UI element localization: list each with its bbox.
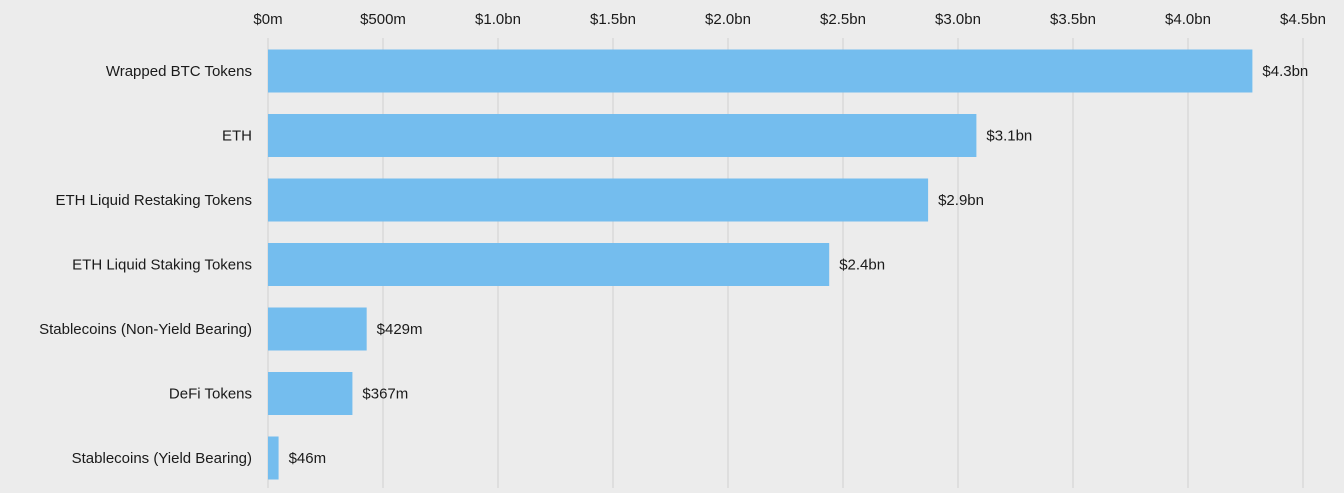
x-tick-label: $1.5bn	[590, 11, 636, 28]
x-tick-label: $2.0bn	[705, 11, 751, 28]
bar	[268, 372, 353, 415]
x-tick-label: $500m	[360, 11, 406, 28]
x-tick-label: $4.5bn	[1280, 11, 1326, 28]
data-labels: $4.3bn $3.1bn $2.9bn $2.4bn $429m $367m $46m	[289, 63, 1309, 467]
x-tick-label: $2.5bn	[820, 11, 866, 28]
x-tick-label: $3.0bn	[935, 11, 981, 28]
data-label: $429m	[377, 321, 423, 338]
bar	[268, 114, 977, 157]
bar	[268, 307, 367, 351]
bar	[268, 178, 929, 222]
x-tick-label: $1.0bn	[475, 11, 521, 28]
data-label: $46m	[289, 450, 327, 467]
category-label: Wrapped BTC Tokens	[106, 63, 252, 80]
data-label: $2.4bn	[839, 257, 885, 274]
x-tick-label: $3.5bn	[1050, 11, 1096, 28]
category-label: ETH Liquid Staking Tokens	[72, 257, 252, 274]
x-tick-label: $0m	[253, 11, 282, 28]
category-label: ETH Liquid Restaking Tokens	[56, 192, 253, 209]
bar	[268, 436, 279, 480]
bar	[268, 49, 1253, 93]
category-labels: Wrapped BTC Tokens ETH ETH Liquid Restakin…	[39, 63, 252, 467]
category-label: ETH	[222, 128, 252, 145]
category-label: Stablecoins (Non-Yield Bearing)	[39, 321, 252, 338]
category-label: DeFi Tokens	[169, 386, 252, 403]
bars	[268, 49, 1253, 480]
bar	[268, 243, 830, 286]
data-label: $3.1bn	[986, 128, 1032, 145]
data-label: $2.9bn	[938, 192, 984, 209]
data-label: $4.3bn	[1262, 63, 1308, 80]
data-label: $367m	[362, 386, 408, 403]
x-tick-label: $4.0bn	[1165, 11, 1211, 28]
category-label: Stablecoins (Yield Bearing)	[72, 450, 252, 467]
x-axis-ticks: $0m $500m $1.0bn $1.5bn $2.0bn $2.5bn $3.0bn $3…	[253, 11, 1326, 28]
